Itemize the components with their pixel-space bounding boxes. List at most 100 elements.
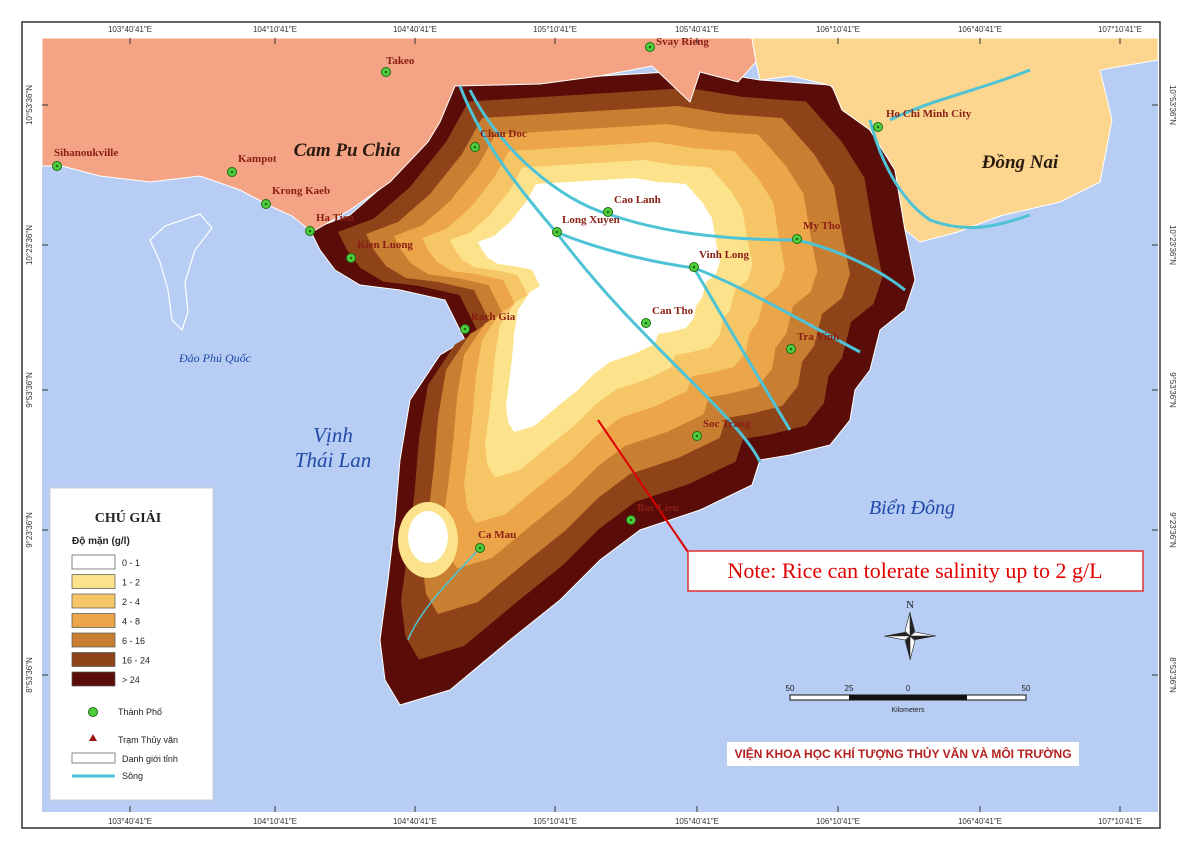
legend-symbol-label: Danh giới tỉnh	[122, 754, 178, 764]
longitude-label: 106°40'41"E	[958, 25, 1002, 34]
note-box	[687, 550, 1144, 592]
legend-label: 0 - 1	[122, 558, 140, 568]
north-label: N	[906, 599, 914, 611]
salinity-zone	[478, 178, 720, 432]
longitude-label: 105°10'41"E	[533, 817, 577, 826]
note-pointer	[597, 419, 689, 553]
outer-frame	[21, 21, 1161, 829]
scale-tick-label: 50	[1022, 684, 1031, 693]
legend-title: CHÚ GIẢI	[95, 509, 162, 526]
legend-label: 4 - 8	[122, 617, 140, 627]
longitude-label: 105°40'41"E	[675, 817, 719, 826]
city-marker-dot	[876, 125, 880, 129]
legend-swatch	[71, 574, 116, 589]
city-label: Can Tho	[652, 305, 694, 317]
river	[692, 267, 792, 431]
city-marker-dot	[264, 202, 268, 206]
region-label: Biển Đông	[869, 497, 955, 519]
longitude-label: 103°40'41"E	[108, 817, 152, 826]
latitude-label: 9°53'36"N	[1168, 372, 1177, 408]
legend-swatch	[71, 632, 116, 648]
city-label: Chau Doc	[480, 128, 527, 140]
credit-box	[727, 742, 1079, 766]
city-marker-dot	[555, 230, 559, 234]
longitude-label: 107°10'41"E	[1098, 817, 1142, 826]
city-label: Bac Lieu	[637, 502, 679, 514]
longitude-label: 104°10'41"E	[253, 25, 297, 34]
salinity-layers	[309, 69, 916, 706]
city-label: Soc Trang	[703, 418, 751, 430]
city-marker-dot	[230, 170, 234, 174]
region-label: Vịnh	[313, 423, 353, 447]
legend-label: 1 - 2	[122, 578, 140, 588]
phu-quoc-island	[149, 213, 213, 332]
longitude-label: 106°10'41"E	[816, 817, 860, 826]
city-marker-dot	[463, 327, 467, 331]
scale-bar-segment	[849, 695, 908, 700]
city-label: Long Xuyen	[562, 214, 620, 226]
rivers	[407, 68, 1031, 641]
region-label: Đồng Nai	[981, 152, 1059, 173]
longitude-label: 104°40'41"E	[393, 817, 437, 826]
city-marker-dot	[644, 321, 648, 325]
legend-label: > 24	[122, 675, 140, 685]
scale-unit: Kilometers	[891, 707, 925, 714]
city-label: Kien Luong	[357, 239, 413, 251]
city-marker-dot	[795, 237, 799, 241]
latitude-label: 8°53'36"N	[25, 657, 34, 693]
city-marker-dot	[629, 518, 633, 522]
city-marker-dot	[349, 256, 353, 260]
legend-station-symbol	[89, 734, 97, 741]
region-label: Thái Lan	[295, 448, 371, 472]
latitude-label: 10°53'36"N	[25, 85, 34, 125]
latitude-label: 9°23'36"N	[1168, 512, 1177, 548]
city-label: My Tho	[803, 220, 841, 232]
southeast-region	[751, 37, 1159, 243]
cambodia	[41, 37, 757, 233]
latitude-label: 9°53'36"N	[25, 372, 34, 408]
legend-symbol-label: Trạm Thủy văn	[118, 735, 178, 745]
legend-swatch	[71, 613, 116, 628]
legend-swatch	[71, 652, 116, 667]
legend-symbol-label: Thành Phố	[118, 707, 162, 717]
city-label: Krong Kaeb	[272, 185, 330, 197]
city-marker-dot	[473, 145, 477, 149]
legend-label: 16 - 24	[122, 656, 150, 666]
longitude-label: 104°40'41"E	[393, 25, 437, 34]
latitude-label: 10°23'36"N	[25, 225, 34, 265]
legend-label: 2 - 4	[122, 597, 140, 607]
note-text: Note: Rice can tolerate salinity up to 2…	[727, 558, 1102, 583]
labels: 103°40'41"E 103°40'41"E 104°10'41"E 104°10'…	[25, 25, 1177, 826]
city-marker-dot	[308, 229, 312, 233]
scale-tick-label: 25	[845, 684, 854, 693]
city-label: Ha Tien	[316, 212, 354, 224]
legend-swatch	[71, 554, 116, 570]
river	[468, 89, 906, 292]
legend-boundary-symbol	[71, 752, 116, 764]
city-label: Ca Mau	[478, 529, 516, 541]
city-label: Takeo	[386, 55, 415, 67]
city-label: Tra Vinh	[797, 331, 839, 343]
city-marker-dot	[695, 434, 699, 438]
city-marker-dot	[789, 347, 793, 351]
legend-symbol-label: Sông	[122, 771, 143, 781]
legend-label: 6 - 16	[122, 636, 145, 646]
river	[407, 547, 481, 641]
compass: N	[883, 599, 937, 661]
longitude-label: 105°40'41"E	[675, 25, 719, 34]
legend-swatch	[71, 593, 116, 609]
city-label: Vinh Long	[699, 249, 750, 261]
compass-light	[883, 611, 937, 661]
scale-bar-segment	[908, 695, 967, 700]
legend-swatch	[71, 671, 116, 687]
city-marker-dot	[648, 45, 652, 49]
longitude-label: 107°10'41"E	[1098, 25, 1142, 34]
longitude-label: 106°10'41"E	[816, 25, 860, 34]
latitude-label: 10°23'36"N	[1168, 225, 1177, 265]
legend-city-symbol	[88, 707, 98, 717]
longitude-label: 103°40'41"E	[108, 25, 152, 34]
city-label: Rach Gia	[471, 311, 516, 323]
city-label: Cao Lanh	[614, 194, 661, 206]
region-label: Cam Pu Chia	[294, 140, 401, 161]
